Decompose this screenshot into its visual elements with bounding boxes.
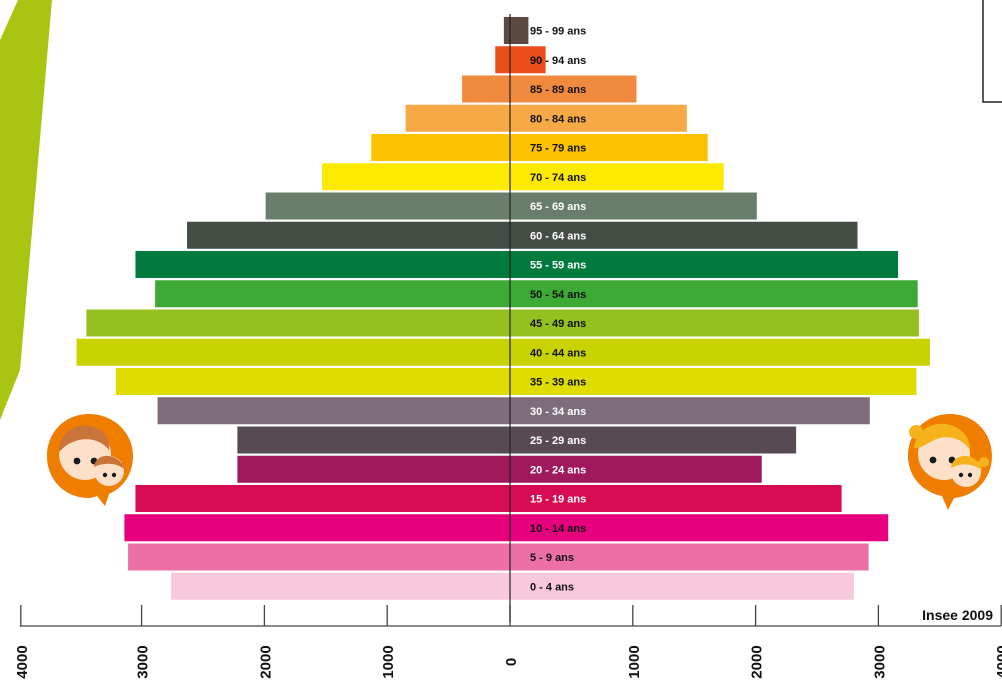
bar-left-14: [237, 426, 510, 454]
bar-left-0: [503, 17, 510, 44]
age-group-label: 95 - 99 ans: [530, 26, 586, 38]
bar-left-11: [76, 338, 511, 366]
age-group-label: 10 - 14 ans: [530, 523, 586, 535]
x-tick-label: 1000: [380, 645, 397, 678]
bar-right-9: [510, 280, 918, 308]
x-tick-label: 2000: [257, 645, 274, 678]
bar-right-0: [510, 17, 529, 44]
bar-right-12: [510, 368, 917, 395]
bar-left-2: [462, 75, 510, 103]
age-group-label: 55 - 59 ans: [530, 260, 586, 272]
boy-avatar-icon: [47, 414, 133, 506]
x-tick-label: 1000: [626, 645, 643, 678]
bar-left-6: [265, 192, 510, 220]
x-tick-label: 3000: [871, 645, 888, 678]
bar-right-4: [510, 134, 708, 161]
source-label: Insee 2009: [922, 607, 993, 623]
bar-right-2: [510, 75, 637, 103]
bar-right-19: [510, 572, 854, 600]
bar-right-5: [510, 163, 724, 191]
bar-left-1: [495, 46, 510, 74]
age-group-label: 90 - 94 ans: [530, 55, 586, 67]
bars-layer: [76, 17, 930, 600]
x-tick-label: 3000: [135, 645, 152, 678]
bar-left-13: [157, 397, 510, 425]
bar-right-11: [510, 338, 930, 366]
age-labels-layer: 95 - 99 ans 90 - 94 ans 85 - 89 ans 80 - 84…: [530, 26, 586, 594]
legend-box-border: [982, 0, 1002, 103]
bar-left-3: [405, 104, 510, 132]
bar-right-3: [510, 104, 687, 132]
bar-left-16: [135, 485, 510, 512]
age-group-label: 30 - 34 ans: [530, 406, 586, 418]
age-group-label: 85 - 89 ans: [530, 84, 586, 96]
girl-avatar-icon: [908, 414, 992, 510]
bar-left-5: [322, 163, 510, 191]
age-group-label: 50 - 54 ans: [530, 289, 586, 301]
age-group-label: 45 - 49 ans: [530, 318, 586, 330]
bar-left-9: [155, 280, 510, 308]
age-group-label: 20 - 24 ans: [530, 464, 586, 476]
age-group-label: 35 - 39 ans: [530, 377, 586, 389]
bar-right-14: [510, 426, 797, 454]
bar-left-10: [86, 309, 510, 337]
bar-left-18: [128, 543, 511, 571]
age-group-label: 65 - 69 ans: [530, 201, 586, 213]
age-group-label: 75 - 79 ans: [530, 143, 586, 155]
age-group-label: 0 - 4 ans: [530, 581, 574, 593]
age-group-label: 15 - 19 ans: [530, 494, 586, 506]
bar-right-7: [510, 221, 858, 249]
bar-left-15: [237, 455, 510, 483]
bar-right-17: [510, 514, 889, 542]
bar-left-17: [124, 514, 511, 542]
bar-right-15: [510, 455, 762, 483]
bar-right-6: [510, 192, 757, 220]
bar-left-8: [135, 251, 510, 278]
x-tick-label: 2000: [749, 645, 766, 678]
bar-right-13: [510, 397, 870, 425]
bar-left-7: [187, 221, 510, 249]
bar-left-12: [115, 368, 510, 395]
bar-right-18: [510, 543, 869, 571]
x-axis: 4000 3000 2000 1000 0 1000 2000 3000 4000: [14, 605, 1002, 679]
decorative-green-stripe: [0, 0, 52, 420]
bar-right-1: [510, 46, 546, 74]
age-group-label: 80 - 84 ans: [530, 113, 586, 125]
bar-left-19: [171, 572, 510, 600]
x-tick-label: 4000: [994, 645, 1002, 678]
bar-right-8: [510, 251, 899, 278]
age-group-label: 40 - 44 ans: [530, 347, 586, 359]
age-group-label: 25 - 29 ans: [530, 435, 586, 447]
bar-left-4: [371, 134, 510, 161]
age-group-label: 70 - 74 ans: [530, 172, 586, 184]
bar-right-16: [510, 485, 842, 512]
age-group-label: 60 - 64 ans: [530, 230, 586, 242]
x-tick-label: 0: [503, 658, 520, 666]
bar-right-10: [510, 309, 919, 337]
age-group-label: 5 - 9 ans: [530, 552, 574, 564]
x-tick-label: 4000: [14, 645, 31, 678]
